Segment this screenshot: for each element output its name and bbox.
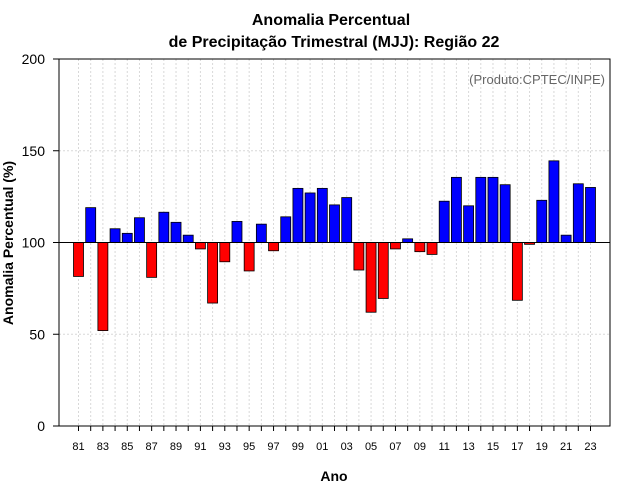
bar-2000: [304, 192, 316, 243]
x-tick-label: 91: [194, 441, 206, 453]
bar-2010: [426, 242, 438, 255]
x-tick-label: 09: [414, 441, 426, 453]
bar-1994: [231, 220, 243, 243]
x-tick-label: 03: [341, 441, 353, 453]
bar-2015: [487, 176, 499, 243]
chart-title-line-2: de Precipitação Trimestral (MJJ): Região…: [169, 34, 500, 51]
bar-1984: [109, 228, 121, 243]
bar-2004: [353, 242, 365, 271]
x-tick-label: 83: [97, 441, 109, 453]
bar-2013: [463, 205, 474, 243]
x-tick-label: 99: [292, 441, 304, 453]
x-tick-label: 07: [389, 441, 401, 453]
bar-2006: [377, 242, 389, 299]
x-tick-label: 11: [439, 441, 450, 453]
bar-1995: [243, 242, 255, 272]
bar-2014: [475, 176, 487, 243]
bar-2001: [316, 187, 328, 243]
x-tick-label: 95: [243, 441, 255, 453]
bar-2002: [329, 204, 340, 243]
x-tick-label: 19: [536, 441, 548, 453]
bar-1991: [195, 242, 206, 250]
bar-2021: [560, 234, 572, 243]
x-tick-label: 23: [584, 441, 596, 453]
bar-2017: [511, 242, 523, 301]
bar-1998: [280, 216, 292, 243]
bar-2003: [341, 197, 353, 243]
bar-2012: [451, 176, 462, 243]
x-tick-label: 05: [365, 441, 377, 453]
bar-1985: [121, 232, 133, 243]
y-axis-label: Anomalia Percentual (%): [0, 161, 16, 325]
x-axis: 81 83 85 87 89 91 93 95 97 99 01 03 05 07 09 11 13 15 17 19…: [72, 426, 597, 453]
y-tick-label: 150: [22, 143, 46, 159]
bar-2009: [414, 242, 426, 253]
source-annotation: (Produto:CPTEC/INPE): [469, 72, 605, 87]
y-axis: 0 50 100 150 200: [22, 51, 59, 434]
bar-2019: [536, 199, 548, 243]
x-tick-label: 81: [72, 441, 84, 453]
bar-1986: [134, 217, 145, 243]
x-tick-label: 85: [121, 441, 133, 453]
x-tick-label: 01: [316, 441, 328, 453]
bars: [73, 160, 596, 331]
bar-2016: [499, 184, 511, 243]
bar-1989: [170, 221, 182, 243]
bar-1997: [268, 242, 279, 252]
y-tick-label: 0: [37, 418, 45, 434]
x-tick-label: 97: [267, 441, 279, 453]
bar-1981: [73, 242, 84, 277]
bar-1983: [97, 242, 109, 331]
bar-1990: [182, 234, 194, 243]
x-tick-label: 89: [170, 441, 182, 453]
x-tick-label: 17: [511, 441, 523, 453]
y-tick-label: 200: [22, 51, 46, 67]
bar-1988: [158, 211, 170, 243]
x-tick-label: 21: [560, 441, 572, 453]
bar-2008: [402, 238, 414, 243]
grid-lines: [59, 58, 610, 427]
chart-title-line-1: Anomalia Percentual: [252, 12, 410, 29]
bar-2023: [585, 187, 596, 243]
bar-1996: [255, 223, 267, 243]
bar-2022: [572, 183, 584, 243]
y-tick-label: 100: [22, 235, 46, 251]
bar-1999: [292, 187, 304, 243]
x-tick-label: 87: [146, 441, 158, 453]
bar-2005: [365, 242, 377, 313]
bar-1993: [219, 242, 231, 263]
x-axis-label: Ano: [320, 468, 347, 484]
bar-2007: [390, 242, 401, 250]
bar-1982: [85, 207, 97, 243]
bar-1992: [207, 242, 218, 304]
bar-2011: [438, 200, 450, 243]
bar-2020: [548, 160, 560, 243]
x-tick-label: 15: [487, 441, 499, 453]
x-tick-label: 93: [219, 441, 231, 453]
y-tick-label: 50: [29, 326, 45, 342]
bar-1987: [146, 242, 158, 278]
x-tick-label: 13: [462, 441, 474, 453]
